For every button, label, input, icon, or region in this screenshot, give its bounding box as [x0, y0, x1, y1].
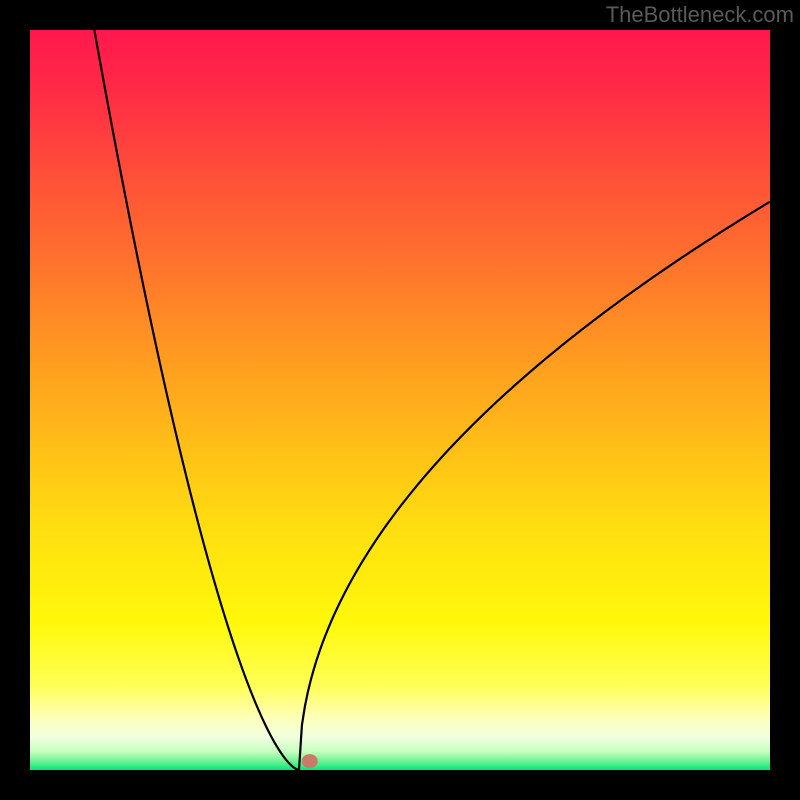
bottleneck-chart — [0, 0, 800, 800]
optimum-marker — [302, 754, 318, 768]
chart-container: TheBottleneck.com — [0, 0, 800, 800]
chart-plot-area — [30, 30, 770, 770]
